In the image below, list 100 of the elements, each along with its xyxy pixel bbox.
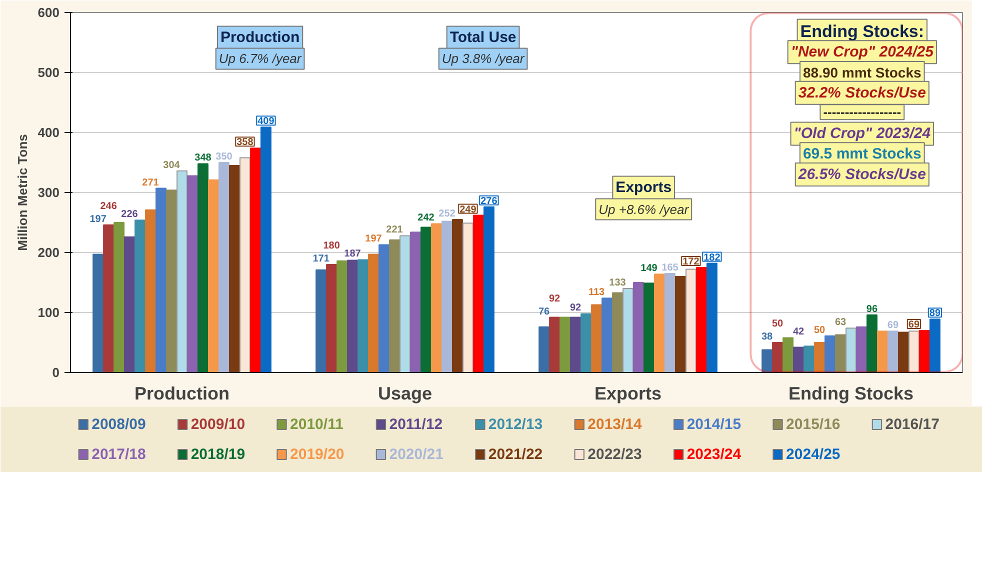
data-label: 271 bbox=[142, 177, 160, 188]
data-label: 50 bbox=[814, 324, 826, 336]
data-label: 149 bbox=[640, 263, 658, 274]
legend-label: 2015/16 bbox=[786, 416, 840, 433]
bar bbox=[410, 232, 421, 372]
data-label: 50 bbox=[772, 318, 784, 330]
data-label: 113 bbox=[588, 287, 606, 298]
data-label: 197 bbox=[365, 234, 382, 245]
annotation: 32.2% Stocks/Use bbox=[798, 84, 926, 102]
bar bbox=[378, 244, 390, 372]
data-label: 221 bbox=[386, 224, 404, 236]
annotation: Total Use bbox=[450, 29, 516, 46]
data-label: 182 bbox=[704, 252, 721, 264]
legend-label: 2011/12 bbox=[389, 416, 443, 433]
bar bbox=[918, 330, 930, 372]
bar bbox=[835, 334, 846, 372]
bar bbox=[685, 268, 696, 372]
bar bbox=[644, 282, 654, 372]
bar bbox=[898, 332, 909, 372]
y-tick-label: 400 bbox=[38, 125, 60, 140]
annotation: Up +8.6% /year bbox=[598, 202, 690, 217]
bar bbox=[462, 222, 474, 372]
bar bbox=[866, 314, 878, 372]
bar bbox=[622, 288, 634, 372]
bar bbox=[602, 298, 612, 372]
bar bbox=[452, 219, 463, 372]
bar bbox=[762, 349, 773, 372]
bar bbox=[92, 254, 104, 372]
annotation: Ending Stocks: bbox=[800, 22, 924, 42]
bar bbox=[124, 236, 136, 372]
annotation: Up 3.8% /year bbox=[442, 51, 525, 66]
bar bbox=[772, 342, 784, 372]
x-tick-label: Ending Stocks bbox=[788, 384, 914, 404]
y-tick-label: 0 bbox=[52, 365, 60, 380]
bar bbox=[103, 224, 114, 372]
annotation: "Old Crop" 2023/24 bbox=[794, 125, 932, 142]
bar bbox=[538, 326, 550, 372]
bar bbox=[804, 346, 815, 372]
y-axis-title: Million Metric Tons bbox=[14, 134, 30, 251]
data-label: 38 bbox=[761, 332, 774, 342]
bar bbox=[368, 254, 379, 372]
legend-label: 2016/17 bbox=[885, 416, 940, 433]
data-label: 304 bbox=[163, 160, 180, 171]
bar bbox=[441, 220, 452, 372]
annotation: Production bbox=[220, 29, 300, 46]
annotation: Exports bbox=[616, 179, 672, 196]
data-label: 226 bbox=[121, 209, 138, 220]
data-label: 409 bbox=[258, 116, 275, 128]
legend-label: 2022/23 bbox=[588, 446, 642, 463]
bar bbox=[187, 175, 198, 372]
y-tick-label: 500 bbox=[38, 65, 60, 80]
legend-label: 2019/20 bbox=[290, 446, 344, 463]
data-label: 92 bbox=[548, 293, 561, 304]
data-label: 63 bbox=[834, 317, 847, 328]
bar bbox=[336, 260, 348, 372]
bar bbox=[114, 222, 125, 372]
y-tick-label: 100 bbox=[38, 305, 60, 320]
legend-label: 2012/13 bbox=[488, 416, 543, 433]
data-label: 252 bbox=[438, 208, 456, 220]
legend-label: 2009/10 bbox=[190, 416, 246, 433]
data-label: 276 bbox=[480, 196, 498, 207]
x-tick-label: Exports bbox=[594, 384, 662, 404]
bar bbox=[316, 269, 327, 372]
data-label: 76 bbox=[538, 306, 550, 318]
y-tick-label: 300 bbox=[38, 185, 60, 200]
data-label: 69 bbox=[887, 320, 899, 332]
data-label: 172 bbox=[682, 256, 700, 268]
data-label: 350 bbox=[216, 152, 233, 162]
annotation: Up 6.7% /year bbox=[218, 51, 302, 66]
data-label: 92 bbox=[570, 302, 582, 314]
legend-label: 2008/09 bbox=[92, 416, 146, 433]
data-label: 180 bbox=[323, 240, 340, 252]
annotation: 69.5 mmt Stocks bbox=[802, 146, 922, 163]
bar bbox=[674, 276, 686, 372]
x-tick-label: Production bbox=[134, 384, 230, 404]
bar bbox=[877, 330, 888, 372]
x-tick-label: Usage bbox=[378, 384, 432, 404]
bar bbox=[250, 148, 261, 372]
bar bbox=[400, 235, 410, 372]
data-label: 348 bbox=[194, 152, 212, 164]
data-label: 358 bbox=[236, 137, 254, 148]
legend-label: 2013/14 bbox=[588, 416, 643, 433]
bar bbox=[664, 273, 676, 372]
bar bbox=[560, 316, 571, 372]
bar bbox=[145, 209, 156, 372]
annotation: "New Crop" 2024/25 bbox=[790, 44, 934, 61]
bar bbox=[580, 313, 592, 372]
legend-label: 2014/15 bbox=[686, 416, 742, 433]
data-label: 187 bbox=[344, 248, 362, 260]
bar bbox=[633, 282, 644, 372]
bar bbox=[228, 165, 240, 372]
bar bbox=[814, 342, 825, 372]
legend-label: 2018/19 bbox=[190, 446, 246, 463]
bar bbox=[198, 163, 208, 372]
bar bbox=[846, 328, 856, 372]
bar bbox=[431, 223, 442, 372]
data-label: 246 bbox=[100, 200, 118, 212]
bar bbox=[208, 179, 219, 372]
data-label: 96 bbox=[866, 304, 878, 315]
legend-label: 2020/21 bbox=[389, 446, 444, 463]
